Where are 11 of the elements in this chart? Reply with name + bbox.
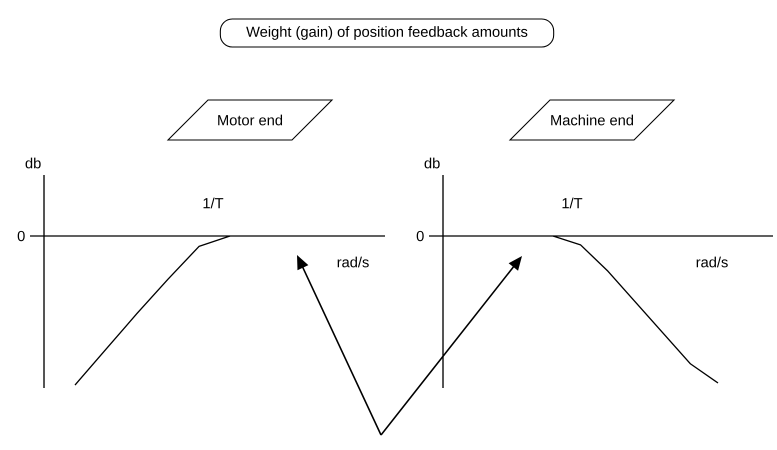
text: 1/T [204, 198, 224, 208]
x-axis-title: rad/s [696, 256, 728, 268]
text: 0 [18, 230, 25, 242]
y-axis-title: db [424, 158, 440, 168]
text: 1/T [562, 198, 582, 208]
text: 0 [416, 230, 424, 242]
chart-title: Motor end [218, 114, 282, 126]
x-axis-title: rad/s [338, 256, 369, 268]
text: Weight (gain) of position feedback amounts [246, 26, 528, 40]
y-axis-title: db [26, 158, 41, 168]
chart-title: Machine end [551, 114, 634, 126]
